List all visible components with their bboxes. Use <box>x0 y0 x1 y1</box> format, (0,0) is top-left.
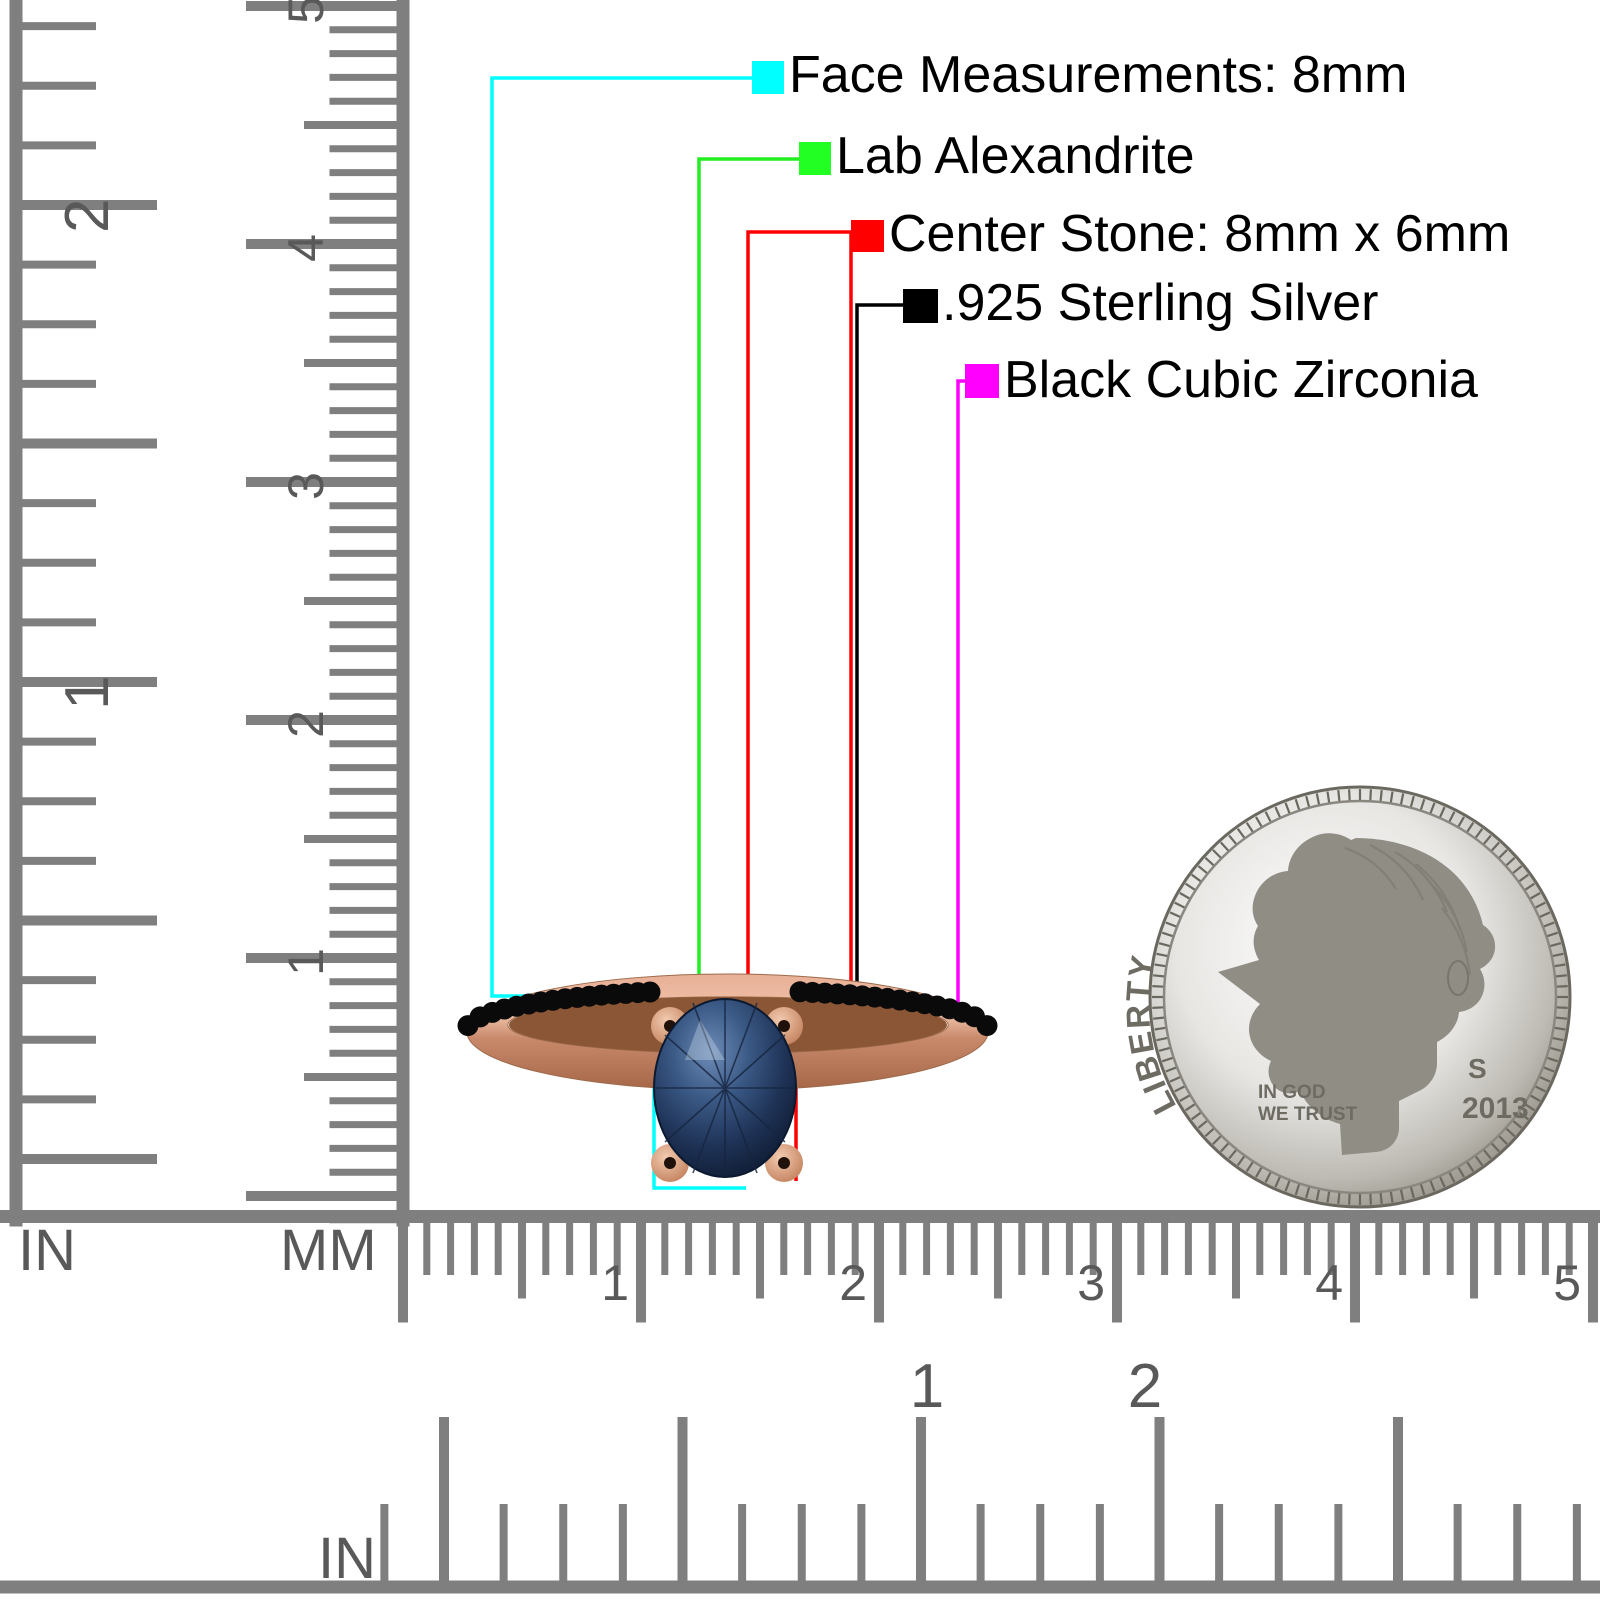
svg-text:IN: IN <box>318 1526 376 1591</box>
svg-text:IN: IN <box>18 1218 76 1283</box>
svg-text:2: 2 <box>1128 1352 1162 1421</box>
svg-text:1: 1 <box>278 948 334 976</box>
svg-text:4: 4 <box>1315 1255 1343 1311</box>
svg-text:S: S <box>1468 1053 1487 1084</box>
svg-text:WE TRUST: WE TRUST <box>1258 1104 1358 1125</box>
svg-text:5: 5 <box>1553 1255 1581 1311</box>
svg-text:Face Measurements: 8mm: Face Measurements: 8mm <box>789 46 1407 104</box>
svg-text:2: 2 <box>278 710 334 738</box>
svg-text:Center Stone: 8mm x 6mm: Center Stone: 8mm x 6mm <box>889 205 1510 263</box>
svg-text:IN GOD: IN GOD <box>1258 1082 1326 1103</box>
svg-text:Black Cubic Zirconia: Black Cubic Zirconia <box>1004 351 1478 409</box>
svg-text:4: 4 <box>278 234 334 262</box>
svg-text:Lab Alexandrite: Lab Alexandrite <box>836 127 1195 185</box>
svg-text:1: 1 <box>910 1352 944 1421</box>
svg-text:2: 2 <box>53 199 122 233</box>
svg-text:1: 1 <box>601 1255 629 1311</box>
svg-text:MM: MM <box>280 1218 377 1283</box>
svg-text:3: 3 <box>278 472 334 500</box>
svg-text:.925 Sterling Silver: .925 Sterling Silver <box>942 274 1378 332</box>
svg-text:1: 1 <box>53 676 122 710</box>
svg-text:2013: 2013 <box>1462 1092 1529 1125</box>
svg-text:5: 5 <box>278 0 334 24</box>
svg-text:3: 3 <box>1077 1255 1105 1311</box>
svg-text:2: 2 <box>839 1255 867 1311</box>
